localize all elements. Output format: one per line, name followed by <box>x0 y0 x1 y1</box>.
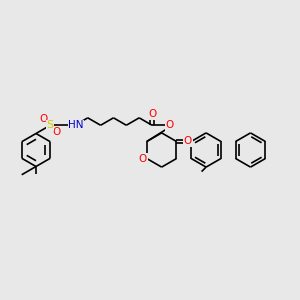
Text: HN: HN <box>68 120 84 130</box>
Text: O: O <box>139 154 147 164</box>
Text: O: O <box>148 109 156 119</box>
Text: S: S <box>47 120 54 130</box>
Text: O: O <box>40 114 48 124</box>
Text: O: O <box>166 120 174 130</box>
Text: O: O <box>53 127 61 137</box>
Text: O: O <box>184 136 192 146</box>
